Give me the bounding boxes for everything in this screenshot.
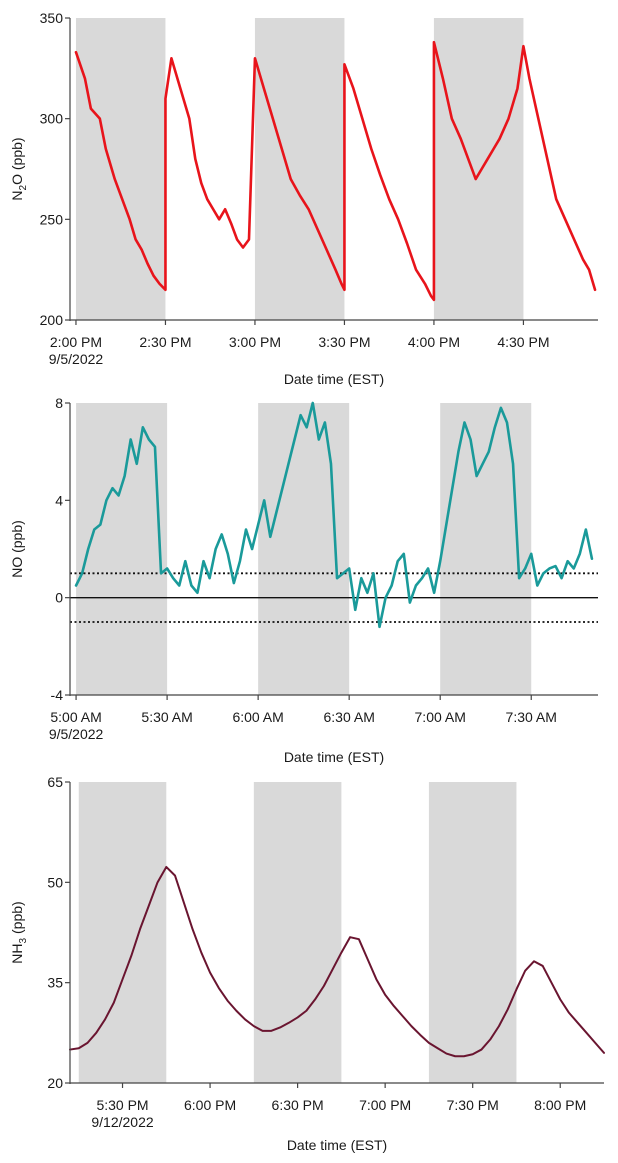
y-tick-label: 300 [40, 111, 64, 127]
y-axis-title: NH3 (ppb) [9, 901, 29, 963]
chart-panel-2: -4 0 4 8 5:00 AM9/5/2022 5:30 AM 6:00 AM 6:30 A… [9, 395, 598, 765]
x-tick-label: 6:30 PM [272, 1097, 324, 1113]
y-axis-title: N2O (ppb) [9, 137, 29, 200]
data-series-line [74, 401, 594, 629]
y-tick-label: 35 [47, 975, 63, 991]
chart-panel-3: 20 35 50 65 5:30 PM9/12/2022 6:00 PM 6:30 PM 7:… [9, 774, 605, 1153]
x-tick-label: 2:30 PM [139, 334, 191, 350]
y-tick-label: 200 [40, 312, 64, 328]
x-tick-label: 4:00 PM [408, 334, 460, 350]
y-tick-label: 8 [55, 395, 63, 411]
x-axis-title: Date time (EST) [287, 1137, 387, 1153]
y-tick-label: -4 [51, 687, 64, 703]
x-tick-label: 7:00 AM [415, 709, 466, 725]
x-tick-label: 3:30 PM [318, 334, 370, 350]
shaded-period-2 [258, 403, 350, 695]
x-axis-title: Date time (EST) [284, 749, 384, 765]
x-tick-label: 3:00 PM [229, 334, 281, 350]
x-tick-label: 8:00 PM [534, 1097, 586, 1113]
x-tick-label: 6:30 AM [323, 709, 374, 725]
shaded-period-3 [428, 782, 517, 1083]
y-tick-label: 20 [47, 1075, 63, 1091]
shaded-period-2 [253, 782, 342, 1083]
shaded-period-3 [440, 403, 532, 695]
chart-panel-1: 200 250 300 350 2:00 PM9/5/2022 2:30 PM 3:00 P… [9, 10, 598, 387]
data-series-line [69, 865, 605, 1058]
y-tick-label: 350 [40, 10, 64, 26]
x-tick-date-label: 9/5/2022 [49, 351, 104, 367]
x-tick-label: 5:30 PM [96, 1097, 148, 1113]
shaded-period-3 [433, 18, 524, 320]
x-tick-label: 6:00 AM [232, 709, 283, 725]
y-tick-label: 0 [55, 590, 63, 606]
shaded-period-1 [76, 403, 168, 695]
shaded-period-1 [78, 782, 167, 1083]
x-tick-label: 5:00 AM [50, 709, 101, 725]
y-tick-label: 50 [47, 874, 63, 890]
x-axis-title: Date time (EST) [284, 371, 384, 387]
x-tick-date-label: 9/12/2022 [91, 1114, 153, 1130]
x-tick-date-label: 9/5/2022 [49, 726, 104, 742]
x-tick-label: 7:30 PM [447, 1097, 499, 1113]
y-axis-title: NO (ppb) [9, 520, 25, 578]
y-tick-label: 4 [55, 492, 63, 508]
x-tick-label: 5:30 AM [141, 709, 192, 725]
data-series-line [74, 40, 597, 302]
x-tick-label: 4:30 PM [497, 334, 549, 350]
y-tick-label: 250 [40, 211, 64, 227]
x-tick-label: 7:00 PM [359, 1097, 411, 1113]
x-tick-label: 7:30 AM [506, 709, 557, 725]
shaded-period-2 [254, 18, 345, 320]
x-tick-label: 6:00 PM [184, 1097, 236, 1113]
x-tick-label: 2:00 PM [50, 334, 102, 350]
y-tick-label: 65 [47, 774, 63, 790]
